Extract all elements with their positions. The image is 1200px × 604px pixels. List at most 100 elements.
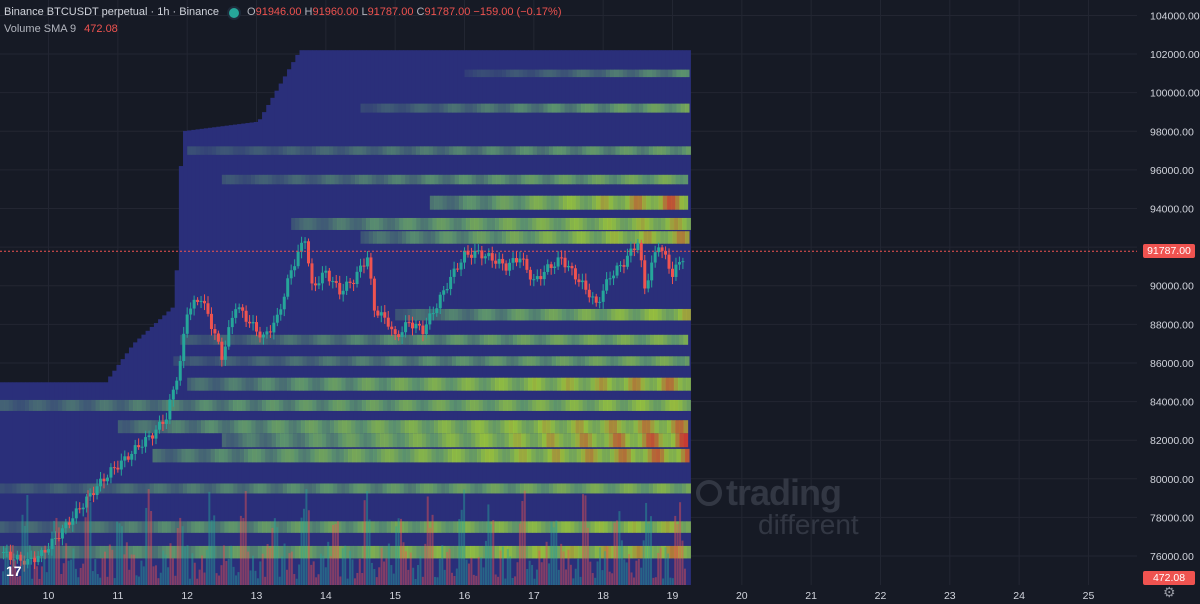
volume-bar-104 bbox=[254, 570, 257, 585]
band-14-seg-1740 bbox=[317, 174, 323, 185]
band-7-seg-1152 bbox=[644, 377, 650, 391]
band-14-seg-1767 bbox=[429, 174, 435, 185]
time-axis[interactable]: 10 11 12 13 14 15 16 17 18 19 20 21 22 23 24 25 bbox=[43, 590, 1095, 602]
band-0-seg-147 bbox=[611, 545, 617, 559]
volume-bar-4 bbox=[11, 545, 14, 585]
candle-body-87 bbox=[303, 241, 307, 243]
volume-label[interactable]: Volume SMA 9 bbox=[4, 23, 77, 35]
band-17-seg-2059 bbox=[589, 69, 594, 78]
band-15-seg-1918 bbox=[557, 146, 562, 155]
band-0-seg-71 bbox=[295, 545, 300, 559]
band-6-seg-951 bbox=[311, 399, 317, 411]
band-8-seg-1182 bbox=[252, 356, 257, 366]
x-tick-label-12: 22 bbox=[875, 590, 887, 602]
band-1-seg-173 bbox=[29, 521, 34, 533]
band-13-seg-1705 bbox=[637, 195, 643, 210]
band-0-seg-48 bbox=[199, 545, 205, 559]
candle-body-85 bbox=[296, 251, 300, 267]
band-8-seg-1219 bbox=[406, 356, 411, 366]
candle-body-141 bbox=[490, 253, 494, 261]
candle-body-188 bbox=[653, 252, 657, 263]
band-2-seg-373 bbox=[170, 483, 176, 494]
candle-body-115 bbox=[400, 332, 404, 338]
band-2-seg-459 bbox=[528, 483, 533, 494]
band-11-seg-1549 bbox=[647, 231, 653, 244]
band-11-seg-1556 bbox=[676, 231, 682, 244]
gear-icon[interactable]: ⚙ bbox=[1163, 584, 1176, 600]
band-0-seg-92 bbox=[382, 545, 388, 559]
band-0-seg-19 bbox=[79, 545, 84, 559]
volume-bar-175 bbox=[426, 496, 429, 585]
band-2-seg-437 bbox=[436, 483, 442, 494]
band-7-seg-1054 bbox=[237, 377, 242, 391]
band-3-seg-522 bbox=[252, 448, 257, 463]
band-2-seg-345 bbox=[54, 483, 59, 494]
band-7-seg-1117 bbox=[499, 377, 504, 391]
band-14-seg-1763 bbox=[413, 174, 418, 185]
band-11-seg-1558 bbox=[684, 231, 690, 244]
band-1-seg-317 bbox=[628, 521, 633, 533]
band-9-seg-1403 bbox=[662, 334, 668, 345]
tradingview-logo-icon[interactable]: 17 bbox=[6, 563, 22, 579]
band-9-seg-1394 bbox=[625, 334, 630, 345]
band-1-seg-292 bbox=[524, 521, 529, 533]
band-14-seg-1789 bbox=[521, 174, 526, 185]
band-15-seg-1942 bbox=[657, 146, 662, 155]
band-4-seg-728 bbox=[641, 433, 647, 448]
band-0-seg-95 bbox=[395, 545, 400, 559]
band-17-seg-2061 bbox=[597, 69, 603, 78]
y-tick-label-2: 80000.00 bbox=[1150, 474, 1194, 486]
band-7-seg-1067 bbox=[291, 377, 296, 391]
band-11-seg-1537 bbox=[597, 231, 603, 244]
band-0-seg-126 bbox=[524, 545, 529, 559]
band-1-seg-258 bbox=[382, 521, 388, 533]
volume-bar-227 bbox=[552, 527, 555, 585]
band-7-seg-1146 bbox=[619, 377, 625, 391]
band-17-seg-2081 bbox=[680, 69, 686, 78]
candle-body-130 bbox=[452, 268, 456, 277]
volume-bar-40 bbox=[99, 577, 102, 585]
volume-bar-187 bbox=[455, 568, 458, 585]
band-0-seg-78 bbox=[324, 545, 330, 559]
candle-body-120 bbox=[417, 323, 421, 326]
candle-body-37 bbox=[130, 453, 134, 460]
band-17-seg-2047 bbox=[539, 69, 544, 78]
band-6-seg-1014 bbox=[574, 399, 579, 411]
band-3-seg-623 bbox=[672, 448, 678, 463]
band-15-seg-1871 bbox=[361, 146, 367, 155]
candle-body-64 bbox=[223, 346, 227, 360]
candle-body-23 bbox=[81, 507, 85, 510]
band-4-seg-629 bbox=[230, 433, 235, 448]
band-14-seg-1723 bbox=[246, 174, 252, 185]
band-10-seg-1427 bbox=[470, 308, 475, 321]
band-3-seg-540 bbox=[327, 448, 332, 463]
volume-bar-88 bbox=[215, 573, 218, 585]
symbol-title[interactable]: Binance BTCUSDT perpetual · 1h · Binance bbox=[4, 6, 220, 18]
volume-bar-250 bbox=[608, 571, 611, 585]
band-11-seg-1496 bbox=[427, 231, 432, 244]
band-12-seg-1614 bbox=[519, 217, 525, 230]
band-4-seg-708 bbox=[558, 433, 564, 448]
band-9-seg-1304 bbox=[250, 334, 256, 345]
visibility-eye-icon[interactable] bbox=[229, 7, 240, 18]
band-6-seg-929 bbox=[220, 399, 226, 411]
band-0-seg-129 bbox=[536, 545, 542, 559]
band-0-seg-151 bbox=[628, 545, 633, 559]
band-14-seg-1793 bbox=[537, 174, 543, 185]
band-4-seg-637 bbox=[263, 433, 269, 448]
price-axis[interactable]: 76000.0078000.0080000.0082000.0084000.00… bbox=[1150, 10, 1200, 563]
band-9-seg-1306 bbox=[259, 334, 264, 345]
band-1-seg-257 bbox=[378, 521, 384, 533]
band-15-seg-1900 bbox=[482, 146, 488, 155]
band-12-seg-1632 bbox=[594, 217, 600, 230]
band-3-seg-621 bbox=[664, 448, 669, 463]
band-2-seg-445 bbox=[470, 483, 475, 494]
band-15-seg-1859 bbox=[311, 146, 317, 155]
volume-bar-28 bbox=[70, 559, 73, 585]
band-12-seg-1599 bbox=[457, 217, 463, 230]
band-1-seg-311 bbox=[603, 521, 608, 533]
candle-body-59 bbox=[206, 303, 210, 314]
band-9-seg-1335 bbox=[379, 334, 385, 345]
band-10-seg-1421 bbox=[445, 308, 450, 321]
